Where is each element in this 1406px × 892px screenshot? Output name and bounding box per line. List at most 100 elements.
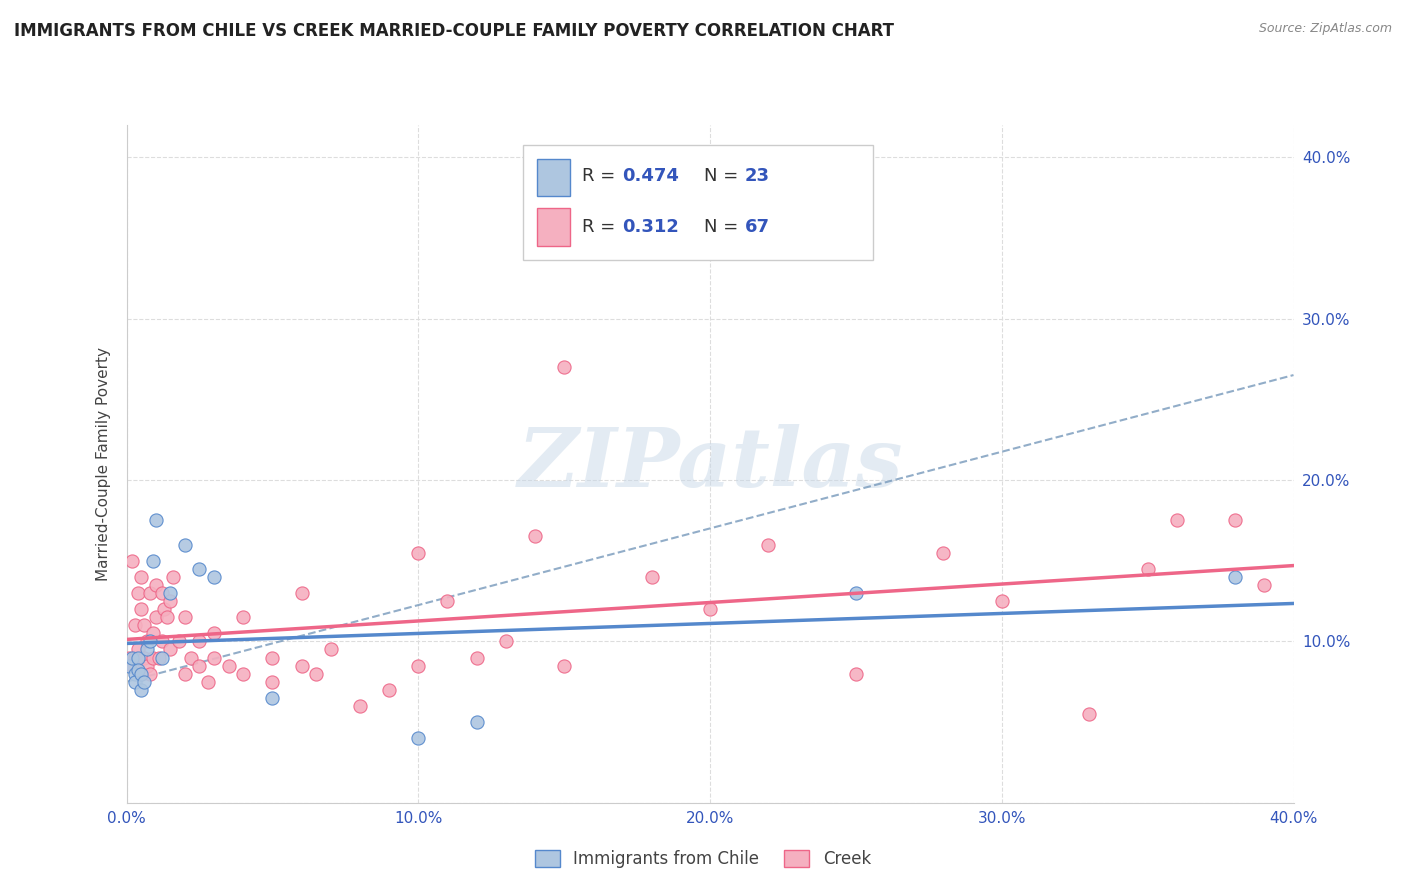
Text: N =: N = bbox=[704, 167, 744, 185]
Point bbox=[436, 594, 458, 608]
Point bbox=[124, 666, 146, 681]
Point bbox=[845, 666, 868, 681]
Point bbox=[129, 570, 152, 584]
Point bbox=[932, 546, 955, 560]
Point bbox=[150, 650, 173, 665]
Point bbox=[349, 698, 371, 713]
Point bbox=[408, 546, 430, 560]
Point bbox=[148, 650, 170, 665]
Point bbox=[232, 666, 254, 681]
Text: ZIPatlas: ZIPatlas bbox=[517, 424, 903, 504]
Point bbox=[156, 610, 179, 624]
Point bbox=[495, 634, 517, 648]
Point bbox=[150, 634, 173, 648]
Point bbox=[232, 610, 254, 624]
Point bbox=[127, 642, 149, 657]
Point bbox=[129, 682, 152, 697]
Point bbox=[524, 529, 547, 543]
Point bbox=[1136, 562, 1159, 576]
Point bbox=[118, 650, 141, 665]
Point bbox=[132, 674, 155, 689]
Point bbox=[159, 642, 181, 657]
Point bbox=[290, 658, 312, 673]
Point bbox=[136, 642, 159, 657]
Point bbox=[139, 586, 162, 600]
Point bbox=[202, 650, 225, 665]
Point bbox=[553, 658, 575, 673]
Point bbox=[319, 642, 342, 657]
Point bbox=[174, 610, 197, 624]
Point bbox=[136, 658, 159, 673]
Point bbox=[465, 650, 488, 665]
Point bbox=[640, 570, 664, 584]
Point bbox=[174, 666, 197, 681]
Point bbox=[139, 666, 162, 681]
Point bbox=[159, 586, 181, 600]
Text: 0.474: 0.474 bbox=[623, 167, 679, 185]
Point bbox=[408, 658, 430, 673]
Point bbox=[305, 666, 328, 681]
Point bbox=[202, 626, 225, 640]
Point bbox=[127, 664, 149, 678]
Point bbox=[129, 602, 152, 616]
Text: IMMIGRANTS FROM CHILE VS CREEK MARRIED-COUPLE FAMILY POVERTY CORRELATION CHART: IMMIGRANTS FROM CHILE VS CREEK MARRIED-C… bbox=[14, 22, 894, 40]
Point bbox=[159, 594, 181, 608]
Point bbox=[142, 650, 165, 665]
Point bbox=[153, 602, 176, 616]
Text: 0.312: 0.312 bbox=[623, 218, 679, 235]
Point bbox=[1253, 578, 1275, 592]
Point bbox=[197, 674, 219, 689]
Point bbox=[136, 634, 159, 648]
Point bbox=[1223, 513, 1246, 527]
Point bbox=[121, 650, 143, 665]
Point bbox=[142, 554, 165, 568]
Point bbox=[553, 359, 575, 374]
Point bbox=[167, 634, 190, 648]
Bar bbox=[523, 145, 873, 260]
Point bbox=[145, 578, 167, 592]
Point bbox=[142, 626, 165, 640]
Point bbox=[132, 618, 155, 632]
Point bbox=[129, 666, 152, 681]
Point bbox=[1223, 570, 1246, 584]
Point bbox=[129, 666, 152, 681]
Y-axis label: Married-Couple Family Poverty: Married-Couple Family Poverty bbox=[96, 347, 111, 581]
Text: N =: N = bbox=[704, 218, 744, 235]
Point bbox=[174, 537, 197, 551]
Point bbox=[180, 650, 202, 665]
Point bbox=[162, 570, 184, 584]
Point bbox=[124, 674, 146, 689]
Point bbox=[290, 586, 312, 600]
Point bbox=[150, 586, 173, 600]
Text: 67: 67 bbox=[745, 218, 770, 235]
Point bbox=[202, 570, 225, 584]
Point bbox=[118, 658, 141, 673]
Point bbox=[132, 650, 155, 665]
Point bbox=[699, 602, 721, 616]
Point bbox=[145, 513, 167, 527]
Point bbox=[845, 586, 868, 600]
Text: R =: R = bbox=[582, 167, 620, 185]
Bar bbox=[537, 208, 569, 245]
Point bbox=[145, 610, 167, 624]
Point bbox=[218, 658, 240, 673]
Point bbox=[262, 674, 284, 689]
Point bbox=[262, 690, 284, 705]
Point bbox=[465, 715, 488, 730]
Point bbox=[139, 634, 162, 648]
Point bbox=[124, 650, 146, 665]
Point bbox=[756, 537, 779, 551]
Point bbox=[378, 682, 401, 697]
Point bbox=[1078, 706, 1101, 721]
Point bbox=[127, 650, 149, 665]
Point bbox=[188, 634, 211, 648]
Text: 23: 23 bbox=[745, 167, 770, 185]
Legend: Immigrants from Chile, Creek: Immigrants from Chile, Creek bbox=[529, 843, 877, 875]
Point bbox=[990, 594, 1012, 608]
Bar bbox=[537, 159, 569, 196]
Point bbox=[188, 658, 211, 673]
Point bbox=[1166, 513, 1188, 527]
Point bbox=[127, 586, 149, 600]
Point bbox=[124, 618, 146, 632]
Point bbox=[188, 562, 211, 576]
